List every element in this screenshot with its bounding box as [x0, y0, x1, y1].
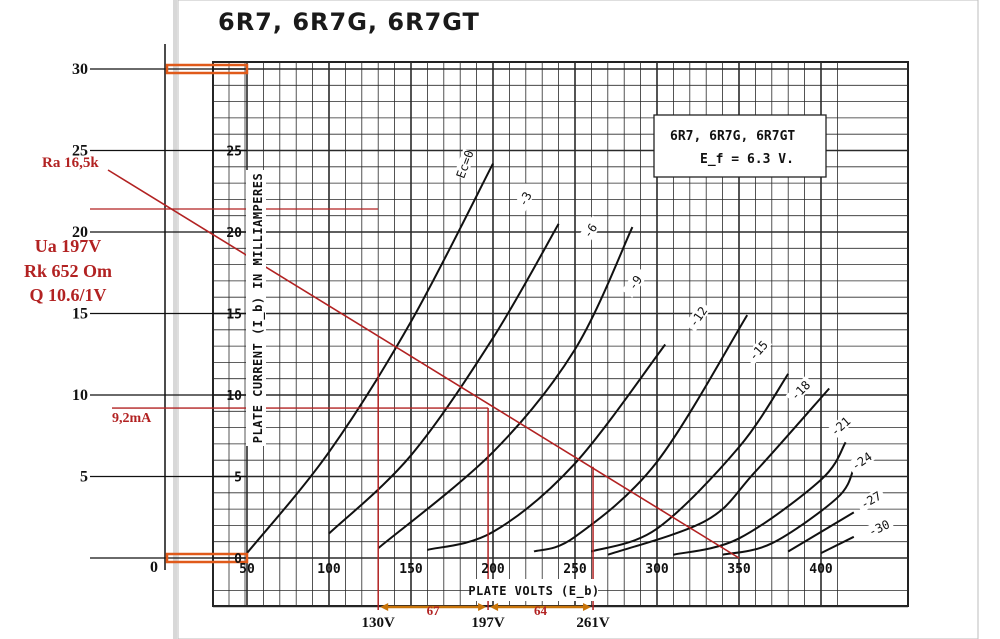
left-scale-label: 5	[80, 469, 88, 486]
swing-span-arrow-right	[478, 603, 487, 611]
x-tick-label: 300	[645, 562, 669, 577]
curve-label-background	[863, 515, 895, 540]
y-tick-label: 20	[226, 226, 242, 241]
load-line-label: Ra 16,5k	[42, 155, 99, 171]
swing-span-arrow-left	[380, 603, 389, 611]
load-line-annotations: 0 5 10 15 20 25 30 Ra 16,5k 9,2mA 130V 197V 261V 67 6…	[24, 44, 740, 631]
curve-label-background	[684, 301, 712, 332]
left-scale-label: 0	[150, 559, 158, 576]
curve-grid-minus-27	[787, 511, 855, 553]
left-scale-label: 15	[72, 306, 88, 323]
y-tick-label: 25	[226, 145, 242, 160]
scale-align-marker	[165, 552, 249, 564]
curve-label-background	[512, 183, 538, 215]
curve-grid-ec0	[246, 163, 494, 554]
swing-span-label: 64	[534, 603, 548, 618]
curve-grid-minus-30	[820, 535, 855, 555]
swing-span-arrow-left	[490, 603, 499, 611]
left-scale-label: 25	[72, 143, 88, 160]
curve-label-background	[825, 411, 856, 441]
info-box-tube-types: 6R7, 6R7G, 6R7GT	[670, 129, 795, 144]
x-tick-label: 200	[481, 562, 505, 577]
voltage-marker-label: 197V	[471, 615, 505, 631]
swing-span-arrow-right	[583, 603, 592, 611]
operating-current-label: 9,2mA	[112, 411, 152, 426]
curve-grid-minus-12	[533, 314, 749, 553]
curve-label-background	[576, 215, 604, 246]
operating-point-annotation: Q 10.6/1V	[29, 285, 106, 305]
curve-grid-minus-3	[328, 223, 560, 535]
curve-label-background	[621, 267, 649, 298]
curve-grid-minus-18	[607, 387, 830, 556]
plate-curves: Ec=0-3-6-9-12-15-18-21-24-27-30	[246, 148, 895, 556]
x-tick-label: 150	[399, 562, 423, 577]
x-tick-label: 400	[809, 562, 833, 577]
curve-label-minus-6: -6	[580, 221, 600, 241]
left-scale-label: 10	[72, 387, 88, 404]
y-tick-label: 10	[226, 389, 242, 404]
y-axis-label: PLATE CURRENT (I_b) IN MILLIAMPERES	[251, 173, 266, 443]
left-annotation-area	[0, 0, 172, 639]
x-axis-label: PLATE VOLTS (E_b)	[468, 584, 599, 599]
x-tick-label: 250	[563, 562, 587, 577]
load-line	[107, 169, 740, 559]
curve-label-minus-3: -3	[516, 189, 535, 208]
left-scale-label: 30	[72, 61, 88, 78]
info-box-filament: E_f = 6.3 V.	[700, 152, 794, 167]
y-tick-label: 0	[234, 552, 242, 567]
voltage-marker-label: 130V	[362, 615, 396, 631]
swing-span-label: 67	[427, 603, 441, 618]
curve-label-background	[846, 447, 877, 475]
y-tick-label: 5	[234, 471, 242, 486]
curve-grid-minus-24	[722, 467, 855, 556]
x-tick-label: 100	[317, 562, 341, 577]
ylabel-background	[246, 170, 266, 446]
y-tick-label: 15	[226, 308, 242, 323]
datasheet-paper	[177, 0, 979, 639]
anode-voltage-annotation: Ua 197V	[35, 236, 102, 256]
curve-grid-minus-21	[673, 441, 847, 556]
tube-info-box: 6R7, 6R7G, 6R7GT E_f = 6.3 V.	[653, 114, 827, 178]
curve-grid-minus-6	[377, 226, 634, 549]
voltage-marker-label: 261V	[576, 615, 610, 631]
left-scale-label: 20	[72, 224, 88, 241]
curve-grid-minus-9	[427, 343, 666, 551]
xlabel-background	[470, 579, 598, 601]
curve-label-background	[785, 375, 815, 405]
x-tick-label: 50	[239, 562, 255, 577]
chart-title: 6R7, 6R7G, 6R7GT	[218, 8, 480, 36]
info-box-frame	[653, 114, 827, 178]
curve-label-background	[743, 335, 773, 366]
scale-align-marker	[165, 63, 249, 75]
curve-label-minus-9: -9	[625, 273, 645, 293]
curve-grid-minus-15	[591, 373, 790, 553]
curve-label-background	[453, 148, 476, 180]
chart-text-layer: 50 100 150 200 250 300 350 400 0 5 10 15 20 25 PLATE V…	[226, 145, 833, 601]
curve-label-background	[855, 487, 887, 513]
cathode-resistor-annotation: Rk 652 Om	[24, 261, 112, 281]
x-tick-label: 350	[727, 562, 751, 577]
